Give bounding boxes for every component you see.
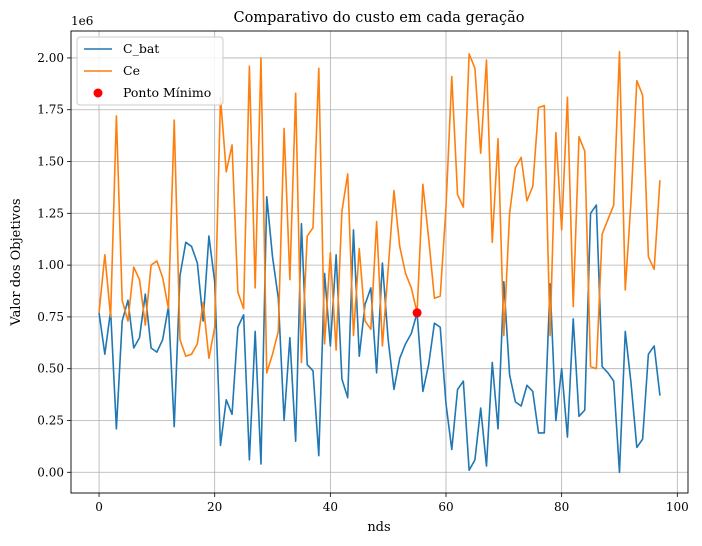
x-tick-label: 100: [666, 500, 689, 514]
legend-box: [76, 36, 224, 106]
x-axis: 0 20 40 60 80 100: [95, 493, 689, 514]
chart-title: Comparativo do custo em cada geração: [234, 10, 525, 26]
y-offset-label: 1e6: [71, 14, 93, 28]
y-tick-label: 1.25: [37, 206, 64, 220]
minimum-point-marker: [412, 308, 422, 318]
y-axis-label: Valor dos Objetivos: [9, 198, 24, 326]
axes-frame: [70, 30, 689, 494]
legend: C_bat Ce Ponto Mínimo: [76, 36, 224, 106]
x-axis-label: nds: [367, 520, 390, 535]
series-layer: [98, 50, 661, 474]
series-line-c-bat: [98, 195, 661, 474]
y-tick-label: 0.75: [37, 310, 64, 324]
legend-label-ce: Ce: [123, 63, 140, 78]
y-tick-label: 0.50: [37, 362, 64, 376]
y-tick-label: 2.00: [37, 51, 64, 65]
y-tick-label: 0.00: [37, 465, 64, 479]
y-tick-label: 1.00: [37, 258, 64, 272]
series-line-ce: [98, 50, 661, 374]
x-tick-label: 40: [323, 500, 338, 514]
legend-swatch-minimum: [93, 88, 103, 98]
x-tick-label: 20: [207, 500, 222, 514]
x-tick-label: 60: [438, 500, 453, 514]
x-tick-label: 80: [554, 500, 569, 514]
y-tick-label: 1.75: [37, 103, 64, 117]
legend-label-c-bat: C_bat: [123, 41, 159, 56]
y-tick-label: 1.50: [37, 155, 64, 169]
y-tick-label: 0.25: [37, 413, 64, 427]
legend-label-minimum: Ponto Mínimo: [123, 85, 211, 100]
y-axis: 0.00 0.25 0.50 0.75 1.00 1.25 1.50 1.75 2.00: [37, 51, 71, 479]
x-tick-label: 0: [95, 500, 103, 514]
